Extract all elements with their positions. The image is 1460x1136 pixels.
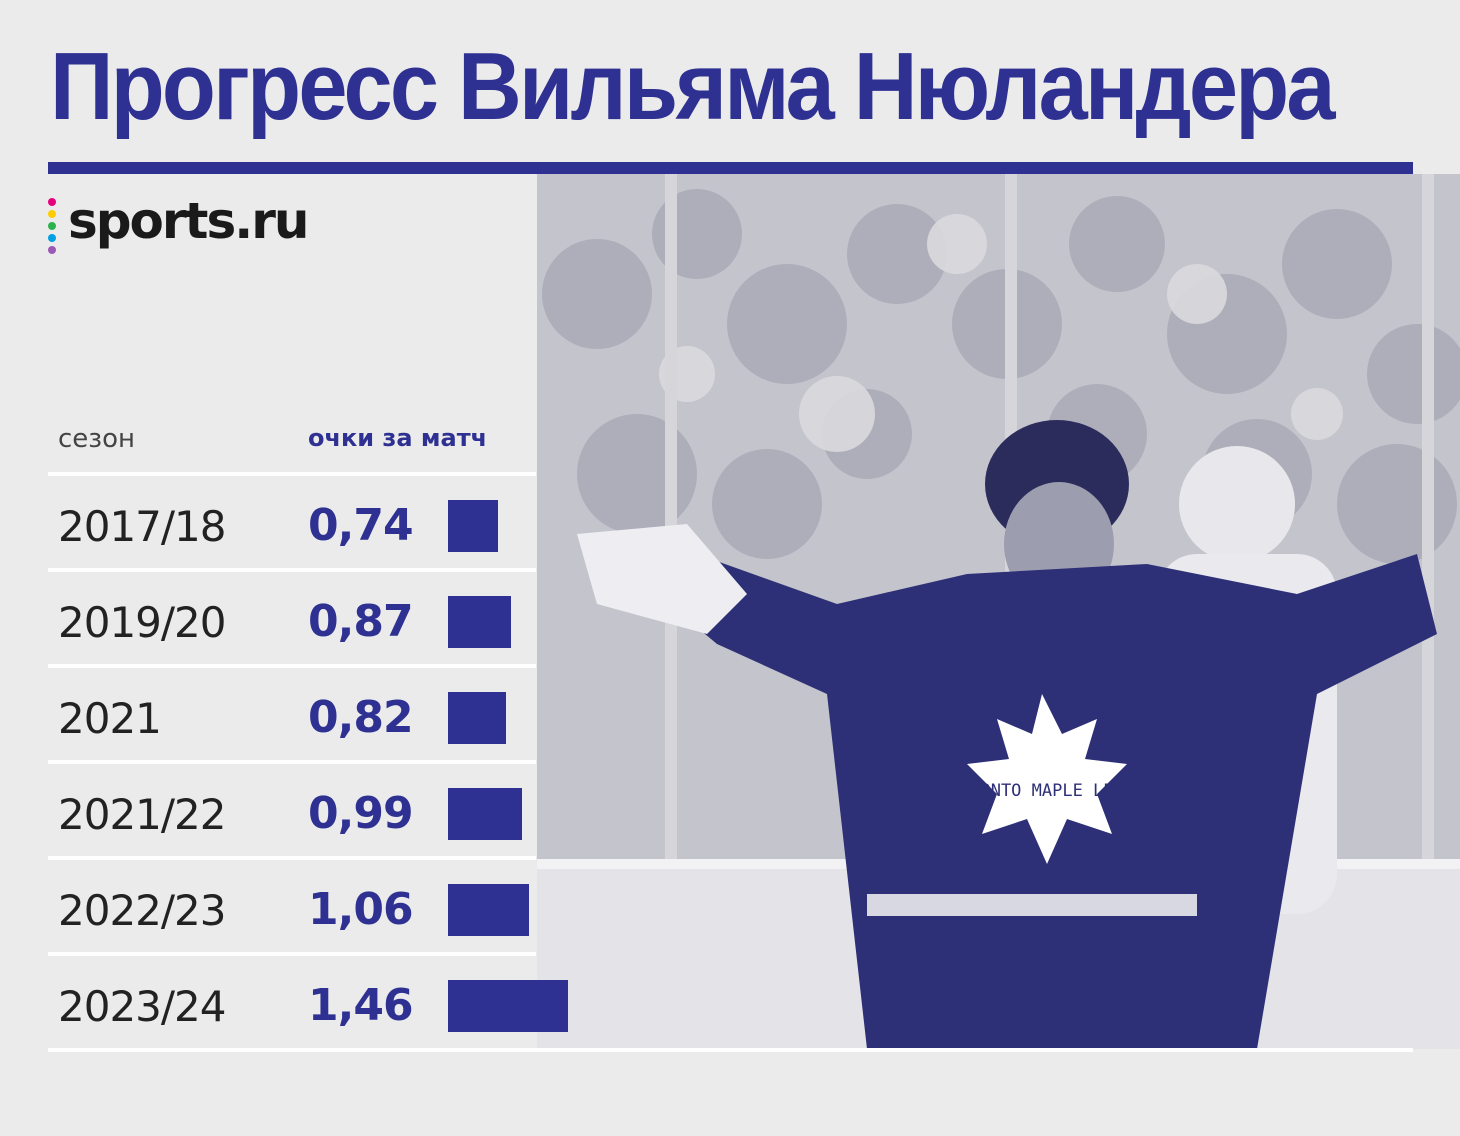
row-separator [48,568,536,572]
data-label: 1,06 [308,884,414,935]
logo-dot [48,198,56,206]
row-separator [48,856,536,860]
logo-dot [48,234,56,242]
bar [448,884,529,936]
season-label: 2022/23 [58,886,226,935]
bar [448,692,506,744]
hockey-player-photo: TORONTO MAPLE LEAFS [537,174,1460,1049]
row-separator [48,760,536,764]
logo-dot [48,222,56,230]
logo-dots [48,198,58,258]
photo-illustration: TORONTO MAPLE LEAFS [537,174,1460,1049]
row-separator [48,952,536,956]
bar [448,500,498,552]
row-separator [48,472,536,476]
season-label: 2021/22 [58,790,226,839]
season-label: 2021 [58,694,162,743]
bar [448,788,522,840]
data-label: 0,99 [308,788,414,839]
logo-dot [48,246,56,254]
jersey-text: TORONTO MAPLE LEAFS [950,781,1144,801]
season-label: 2023/24 [58,982,226,1031]
row-separator [48,1048,1413,1052]
logo-text: sports.ru [68,192,309,250]
title-divider [48,162,1413,174]
data-label: 0,74 [308,500,414,551]
season-label: 2019/20 [58,598,226,647]
page-title: Прогресс Вильяма Нюландера [50,33,1336,140]
data-label: 0,82 [308,692,414,743]
season-label: 2017/18 [58,502,226,551]
column-header-season: сезон [58,424,136,454]
bar [448,596,511,648]
column-header-points: очки за матч [308,424,488,452]
data-label: 0,87 [308,596,414,647]
data-label: 1,46 [308,980,414,1031]
row-separator [48,664,536,668]
logo-dot [48,210,56,218]
bar [448,980,568,1032]
